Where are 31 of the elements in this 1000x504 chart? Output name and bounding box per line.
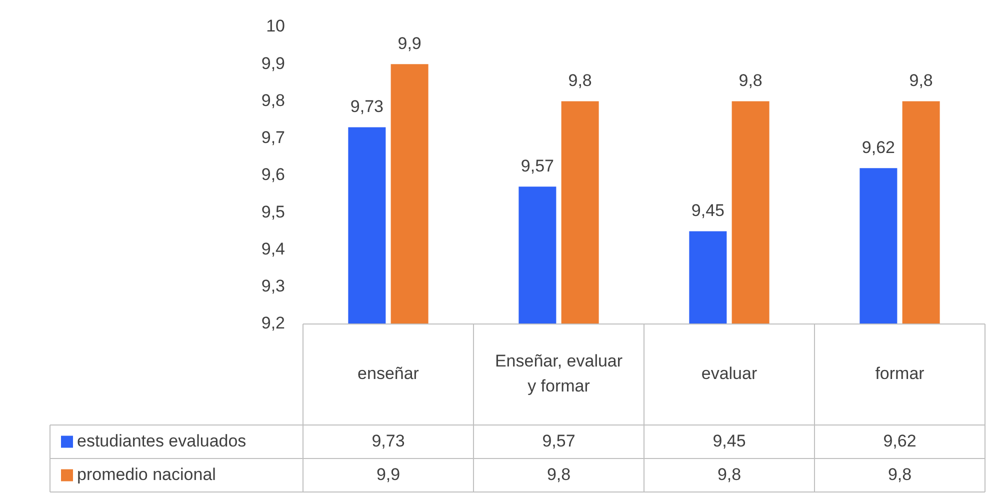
text: 9,8 [738, 70, 762, 90]
x-tick-label: evaluar [701, 364, 758, 384]
text: 9,57 [520, 156, 554, 176]
y-tick-label: 10 [266, 16, 285, 36]
x-tick-label: formar [875, 364, 925, 384]
legend-label: estudiantes evaluados [77, 431, 246, 450]
data-label: 9,8 [546, 464, 571, 484]
data-label: 9,8 [888, 464, 912, 484]
y-tick-label: 9,6 [261, 165, 285, 184]
x-tick-label: enseñar [358, 364, 420, 384]
data-label: 9,73 [372, 431, 405, 450]
text: 9,8 [568, 70, 592, 90]
data-label: 9,8 [717, 464, 742, 484]
y-tick-label: 9,9 [261, 54, 285, 73]
text: 9,9 [398, 34, 422, 53]
y-tick-label: 9,4 [261, 239, 285, 258]
x-tick-label: Enseñar, evaluar y formar [494, 352, 623, 396]
text: 9,62 [862, 138, 895, 157]
legend-label: promedio nacional [77, 464, 216, 484]
text: 9,73 [350, 96, 384, 116]
y-tick-label: 9,7 [261, 128, 285, 148]
data-label: 9,45 [712, 431, 746, 450]
y-tick-label: 9,2 [261, 314, 285, 333]
y-tick-label: 9,5 [261, 202, 285, 222]
y-tick-label: 9,3 [261, 276, 285, 296]
text: 9,45 [691, 200, 724, 220]
data-label: 9,9 [376, 464, 400, 484]
y-tick-label: 9,8 [261, 90, 285, 110]
data-label: 9,57 [542, 431, 576, 450]
text: 9,8 [909, 70, 933, 90]
data-label: 9,62 [883, 431, 916, 450]
